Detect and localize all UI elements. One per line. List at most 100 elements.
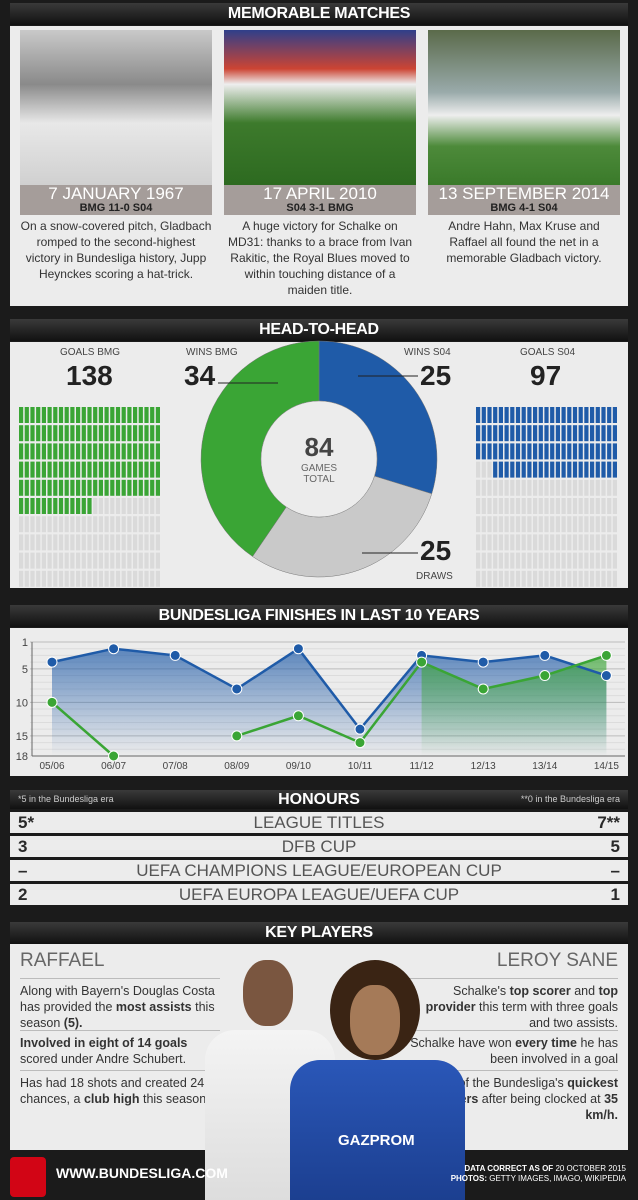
goal-unit xyxy=(510,461,515,478)
goal-unit xyxy=(476,461,481,478)
goal-unit xyxy=(64,425,69,442)
goal-unit xyxy=(24,461,29,478)
goal-unit xyxy=(110,552,115,569)
goal-unit xyxy=(590,407,595,423)
goal-unit xyxy=(30,425,35,442)
goal-unit xyxy=(87,425,92,442)
match-description: A huge victory for Schalke on MD31: than… xyxy=(227,219,413,297)
goal-unit xyxy=(30,443,35,460)
goal-unit xyxy=(527,498,532,514)
goal-unit xyxy=(87,479,92,496)
finishes-header: BUNDESLIGA FINISHES IN LAST 10 YEARS xyxy=(10,605,628,627)
goal-unit xyxy=(133,498,138,514)
goal-unit xyxy=(578,570,583,587)
goal-unit xyxy=(36,461,41,478)
goal-unit xyxy=(30,498,35,514)
goal-unit xyxy=(504,516,509,533)
goal-unit xyxy=(58,534,64,551)
goal-unit xyxy=(595,570,600,587)
goal-unit xyxy=(595,407,600,423)
match-description: Andre Hahn, Max Kruse and Raffael all fo… xyxy=(446,219,602,265)
goal-unit xyxy=(133,570,138,587)
goal-unit xyxy=(515,534,521,551)
goal-unit xyxy=(612,498,617,514)
goal-unit xyxy=(590,425,595,442)
goal-unit xyxy=(47,552,52,569)
y-tick-label: 5 xyxy=(22,664,28,676)
goal-unit xyxy=(487,552,492,569)
goal-unit xyxy=(41,443,46,460)
goal-unit xyxy=(121,534,126,551)
goal-unit xyxy=(47,461,52,478)
goal-unit xyxy=(504,534,509,551)
goal-unit xyxy=(504,443,509,460)
goal-unit xyxy=(58,425,64,442)
goal-unit xyxy=(30,479,35,496)
goal-unit xyxy=(533,461,538,478)
goal-unit xyxy=(481,479,486,496)
goal-unit xyxy=(550,534,555,551)
goal-unit xyxy=(58,407,64,423)
goal-unit xyxy=(110,498,115,514)
goal-unit xyxy=(533,443,538,460)
goal-unit xyxy=(550,516,555,533)
goal-unit xyxy=(567,552,572,569)
goal-unit xyxy=(155,552,160,569)
goal-unit xyxy=(58,498,64,514)
honours-competition: LEAGUE TITLES xyxy=(253,813,385,832)
goal-unit xyxy=(81,479,86,496)
goal-unit xyxy=(133,425,138,442)
goal-unit xyxy=(590,552,595,569)
goal-unit xyxy=(578,425,583,442)
honours-s04-count: 1 xyxy=(610,885,620,904)
goal-unit xyxy=(601,552,606,569)
goal-unit xyxy=(612,425,617,442)
goal-unit xyxy=(150,516,155,533)
goal-unit xyxy=(138,443,143,460)
goal-unit xyxy=(104,479,109,496)
goal-unit xyxy=(584,534,589,551)
goal-unit xyxy=(555,498,560,514)
goal-unit xyxy=(36,479,41,496)
goal-unit xyxy=(567,570,572,587)
footer-url[interactable]: WWW.BUNDESLIGA.COM xyxy=(56,1165,228,1181)
goal-unit xyxy=(498,425,503,442)
goal-unit xyxy=(70,570,75,587)
fact-divider xyxy=(20,1030,220,1031)
goal-unit xyxy=(115,498,121,514)
goal-unit xyxy=(498,461,503,478)
goal-unit xyxy=(555,425,560,442)
goal-unit xyxy=(590,443,595,460)
data-point-bmg xyxy=(477,683,489,695)
honours-row: 2 UEFA EUROPA LEAGUE/UEFA CUP 1 xyxy=(10,884,628,905)
fact-text-part: club high xyxy=(83,1092,140,1106)
goal-unit xyxy=(612,461,617,478)
series-line-s04 xyxy=(51,647,607,732)
goal-unit xyxy=(144,407,149,423)
goal-unit xyxy=(76,534,81,551)
goal-unit xyxy=(47,425,52,442)
honours-bmg-count: 5* xyxy=(18,813,35,832)
goal-unit xyxy=(150,479,155,496)
goal-unit xyxy=(487,461,492,478)
goal-unit xyxy=(87,552,92,569)
goal-unit xyxy=(41,479,46,496)
photos-credit: GETTY IMAGES, IMAGO, WIKIPEDIA xyxy=(489,1174,626,1183)
y-tick-label: 1 xyxy=(22,637,28,649)
goal-unit xyxy=(538,425,543,442)
goal-unit xyxy=(521,534,526,551)
goal-unit xyxy=(521,570,526,587)
goal-unit xyxy=(98,479,103,496)
goal-unit xyxy=(493,552,498,569)
goal-unit xyxy=(476,425,481,442)
goal-unit xyxy=(150,407,155,423)
goal-unit xyxy=(93,407,98,423)
goal-unit xyxy=(58,516,64,533)
goal-unit xyxy=(138,552,143,569)
goal-unit xyxy=(567,534,572,551)
goal-unit xyxy=(476,498,481,514)
goal-unit xyxy=(47,407,52,423)
games-label: GAMES xyxy=(300,463,338,474)
goal-unit xyxy=(110,516,115,533)
